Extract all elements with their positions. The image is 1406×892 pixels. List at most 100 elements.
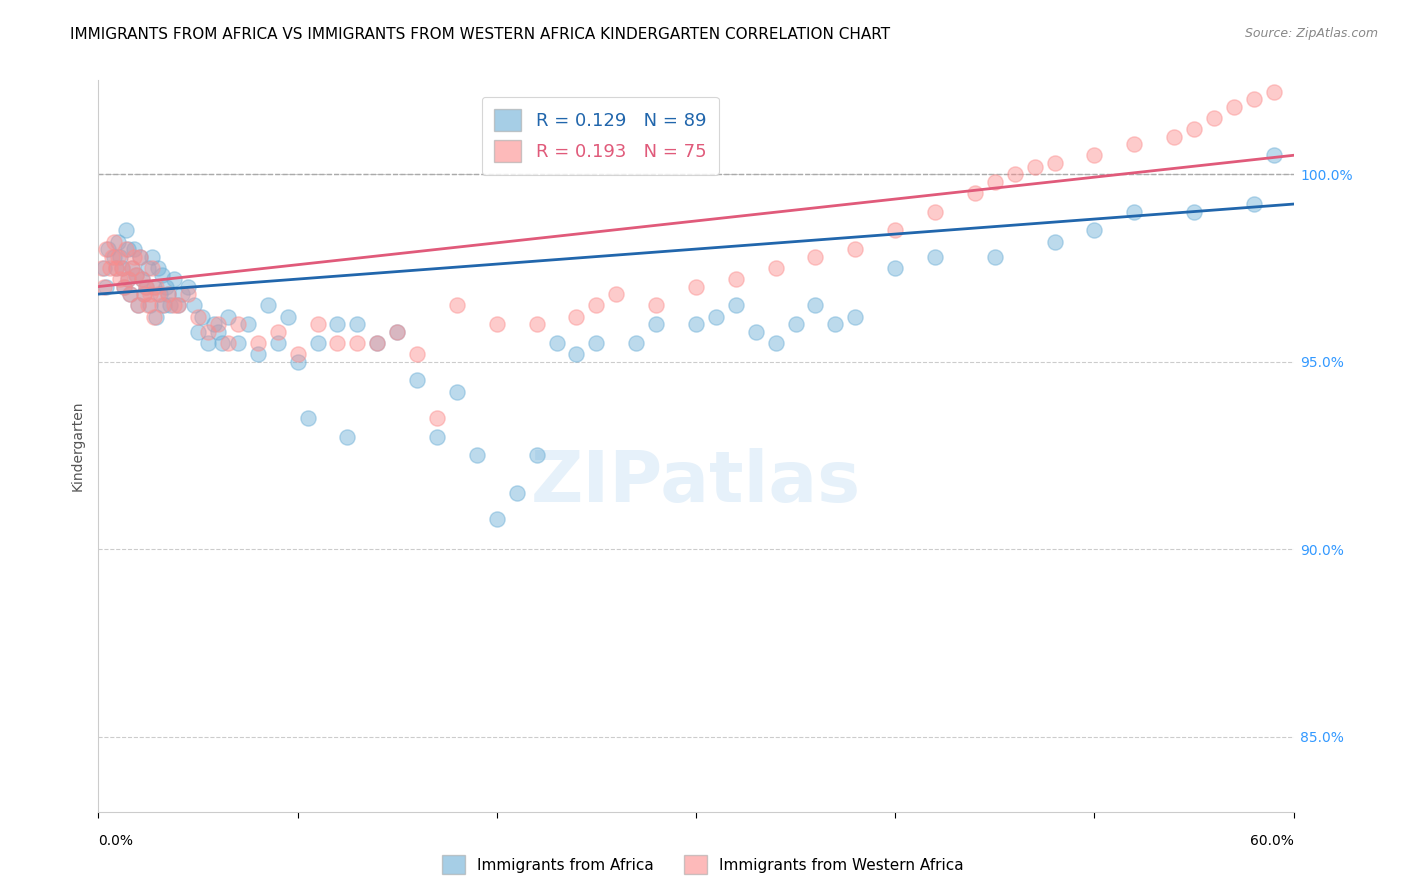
Point	[115, 242, 138, 256]
Point	[103, 250, 125, 264]
Point	[120, 287, 142, 301]
Point	[217, 310, 239, 324]
Point	[446, 384, 468, 399]
Point	[112, 279, 135, 293]
Point	[565, 310, 588, 324]
Legend: Immigrants from Africa, Immigrants from Western Africa: Immigrants from Africa, Immigrants from …	[436, 849, 970, 880]
Point	[197, 335, 219, 350]
Point	[277, 310, 299, 324]
Point	[125, 268, 148, 283]
Point	[426, 410, 449, 425]
Point	[526, 317, 548, 331]
Point	[585, 298, 607, 312]
Point	[984, 250, 1007, 264]
Point	[197, 325, 219, 339]
Point	[150, 268, 173, 283]
Point	[143, 310, 166, 324]
Point	[93, 260, 115, 275]
Point	[546, 335, 568, 350]
Point	[101, 250, 124, 264]
Point	[267, 325, 290, 339]
Text: 0.0%: 0.0%	[98, 834, 134, 847]
Point	[844, 242, 866, 256]
Point	[120, 287, 142, 301]
Point	[167, 298, 190, 312]
Point	[136, 298, 159, 312]
Point	[246, 347, 269, 361]
Point	[103, 235, 125, 249]
Point	[924, 204, 946, 219]
Point	[115, 223, 138, 237]
Point	[155, 279, 177, 293]
Point	[117, 272, 139, 286]
Point	[385, 325, 409, 339]
Point	[135, 279, 157, 293]
Point	[446, 298, 468, 312]
Point	[1263, 148, 1285, 162]
Point	[117, 272, 139, 286]
Text: IMMIGRANTS FROM AFRICA VS IMMIGRANTS FROM WESTERN AFRICA KINDERGARTEN CORRELATIO: IMMIGRANTS FROM AFRICA VS IMMIGRANTS FRO…	[70, 27, 890, 42]
Point	[485, 512, 508, 526]
Point	[884, 223, 907, 237]
Point	[97, 242, 120, 256]
Point	[111, 260, 134, 275]
Point	[141, 250, 163, 264]
Point	[127, 298, 149, 312]
Point	[585, 335, 607, 350]
Point	[207, 325, 229, 339]
Point	[1182, 122, 1205, 136]
Point	[177, 287, 200, 301]
Point	[172, 287, 194, 301]
Point	[111, 260, 134, 275]
Point	[246, 335, 269, 350]
Point	[110, 272, 132, 286]
Point	[131, 272, 153, 286]
Point	[124, 250, 146, 264]
Point	[159, 298, 181, 312]
Point	[326, 335, 349, 350]
Point	[685, 317, 707, 331]
Point	[685, 279, 707, 293]
Point	[187, 310, 209, 324]
Point	[177, 279, 200, 293]
Point	[287, 347, 309, 361]
Point	[136, 260, 159, 275]
Point	[207, 317, 229, 331]
Point	[565, 347, 588, 361]
Point	[129, 250, 152, 264]
Point	[1123, 136, 1146, 151]
Point	[1004, 167, 1026, 181]
Point	[366, 335, 388, 350]
Point	[307, 335, 329, 350]
Point	[704, 310, 727, 324]
Point	[236, 317, 259, 331]
Point	[465, 449, 488, 463]
Point	[131, 272, 153, 286]
Point	[336, 429, 359, 443]
Point	[1263, 85, 1285, 99]
Point	[112, 279, 135, 293]
Point	[163, 298, 186, 312]
Point	[217, 335, 239, 350]
Point	[256, 298, 278, 312]
Point	[107, 235, 129, 249]
Point	[485, 317, 508, 331]
Point	[149, 287, 172, 301]
Point	[93, 279, 115, 293]
Point	[127, 298, 149, 312]
Text: Source: ZipAtlas.com: Source: ZipAtlas.com	[1244, 27, 1378, 40]
Point	[143, 279, 166, 293]
Point	[267, 335, 290, 350]
Text: ZIPatlas: ZIPatlas	[531, 448, 860, 517]
Point	[366, 335, 388, 350]
Point	[884, 260, 907, 275]
Point	[163, 272, 186, 286]
Point	[724, 298, 747, 312]
Point	[1163, 129, 1185, 144]
Point	[1243, 92, 1265, 106]
Point	[385, 325, 409, 339]
Point	[765, 260, 787, 275]
Point	[1182, 204, 1205, 219]
Text: 60.0%: 60.0%	[1250, 834, 1294, 847]
Point	[526, 449, 548, 463]
